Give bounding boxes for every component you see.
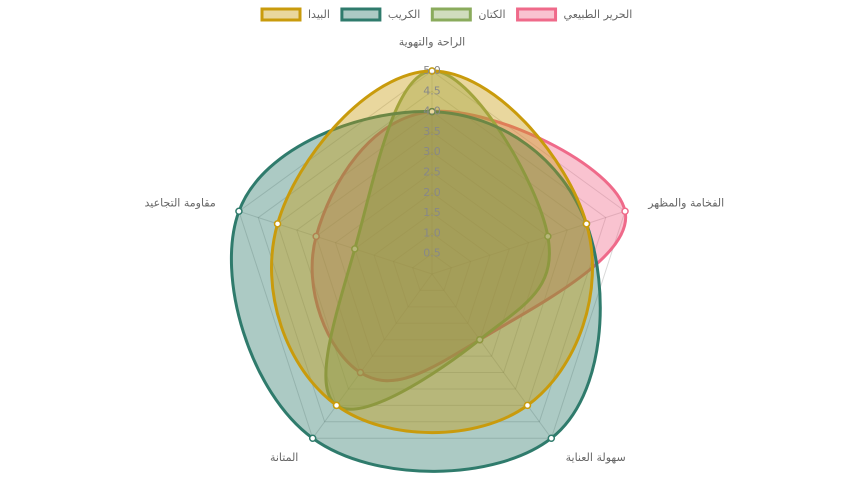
grid-line (296, 131, 568, 390)
r-tick-label: 1.0 (423, 226, 441, 239)
angle-line (431, 273, 552, 439)
category-label: الراحة والتهوية (399, 36, 465, 49)
legend: البيدا الكريب الكتان الحرير الطبيعي (260, 7, 633, 22)
legend-swatch (430, 7, 472, 22)
legend-swatch (260, 7, 302, 22)
legend-label: الحرير الطبيعي (564, 8, 633, 21)
r-tick-label: 0.5 (423, 247, 441, 260)
data-point (544, 232, 552, 241)
r-tick-label: 1.5 (423, 206, 441, 219)
legend-label: البيدا (308, 8, 330, 21)
data-point (547, 434, 556, 442)
grid-line (412, 253, 452, 291)
data-point (235, 207, 243, 216)
series-area (324, 69, 551, 411)
data-point (582, 220, 591, 228)
r-tick-label: 2.5 (423, 166, 441, 179)
r-tick-label: 2.0 (423, 186, 441, 199)
grid-line (276, 110, 588, 406)
r-tick-label: 4.5 (423, 84, 441, 97)
grid-line (392, 232, 472, 308)
data-point (523, 401, 532, 410)
legend-swatch (340, 7, 382, 22)
grid-line (354, 192, 510, 341)
angle-line (312, 273, 433, 439)
legend-swatch (516, 7, 558, 22)
data-point (351, 245, 359, 253)
category-label: سهولة العناية (566, 451, 626, 464)
data-point (273, 220, 282, 228)
category-label: مقاومة التجاعيد (145, 197, 216, 210)
data-point (475, 335, 484, 344)
angle-line (431, 210, 626, 275)
series-area (310, 109, 628, 383)
legend-label: الكتان (478, 8, 505, 21)
category-label: المتانة (270, 451, 298, 464)
data-point (312, 232, 320, 241)
r-tick-label: 3.0 (423, 145, 441, 158)
r-tick-label: 5.0 (423, 64, 441, 77)
data-point (428, 67, 436, 75)
grid-line (373, 212, 491, 324)
r-tick-label: 4.0 (423, 105, 441, 118)
data-point (308, 434, 317, 442)
angle-line (238, 210, 433, 275)
series-area (270, 69, 594, 434)
grid-line (238, 70, 626, 439)
data-point (621, 207, 629, 216)
grid-line (334, 171, 530, 357)
data-point (428, 107, 436, 116)
data-point (332, 401, 341, 410)
data-point (356, 368, 365, 377)
legend-label: الكريب (388, 8, 420, 21)
category-label: الفخامة والمظهر (647, 197, 724, 210)
r-tick-label: 3.5 (423, 125, 441, 138)
